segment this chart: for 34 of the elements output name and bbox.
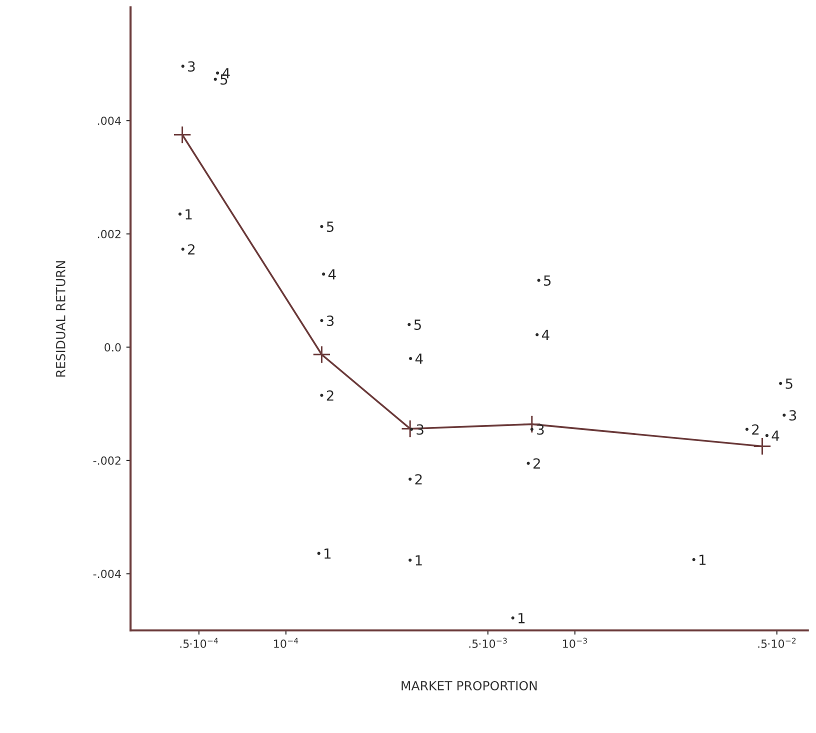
y-tick-label: -.002: [93, 456, 120, 465]
series-label: 3: [326, 316, 334, 326]
text: 3: [537, 424, 544, 435]
x-tick-label: .5·10$^{−4}$: [180, 638, 218, 648]
x-tick-label: .5·10$^{−2}$: [758, 638, 796, 648]
series-label: 4: [415, 354, 423, 364]
x-axis-title: MARKET PROPORTION: [402, 680, 537, 690]
series-label: 5: [544, 275, 551, 286]
text: 2: [752, 424, 759, 435]
text: 3: [789, 410, 796, 421]
y-tick-label: -.004: [93, 570, 121, 578]
text: 5: [414, 320, 421, 330]
text: 5: [326, 222, 334, 232]
text: 1: [186, 209, 192, 220]
series-label: 2: [415, 474, 422, 484]
text: 4: [328, 269, 336, 280]
x-tick-label: 10$^{−3}$: [563, 638, 587, 648]
text: 5: [786, 378, 792, 389]
text: 1: [416, 555, 422, 566]
text: 2: [533, 458, 540, 469]
text: 2: [188, 244, 194, 254]
text: 1: [324, 548, 331, 559]
text: 4: [772, 430, 780, 441]
text: 4: [542, 330, 550, 340]
x-tick-label: .5·10$^{−3}$: [469, 638, 507, 648]
text: 1: [518, 613, 525, 624]
y-tick-label: .002: [98, 230, 120, 238]
series-label: 1: [700, 554, 706, 565]
y-tick-label: .004: [98, 116, 121, 125]
text: 2: [326, 390, 334, 401]
text: 3: [188, 61, 195, 72]
x-tick-label: 10$^{−4}$: [274, 638, 298, 648]
y-axis-title: RESIDUAL RETURN: [56, 261, 66, 377]
y-tick-label: 0.0: [104, 343, 121, 352]
